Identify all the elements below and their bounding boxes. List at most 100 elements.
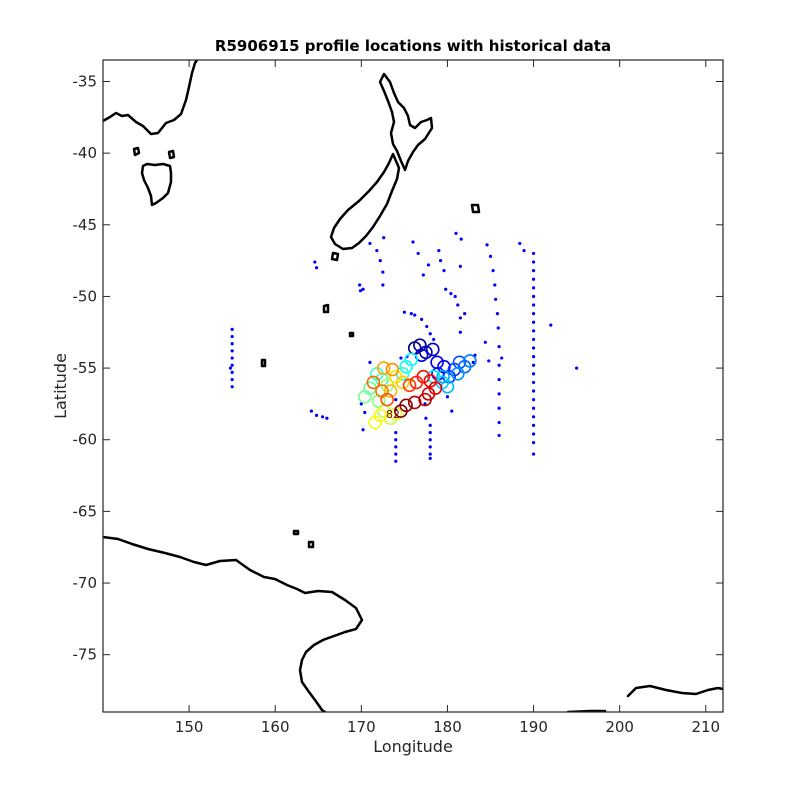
x-tick-label: 200 <box>605 718 634 736</box>
balleny-island <box>292 529 300 536</box>
historical-point <box>531 329 536 333</box>
historical-point <box>450 409 454 413</box>
historical-point <box>531 260 536 264</box>
historical-point <box>531 406 536 410</box>
coastlines <box>103 60 723 712</box>
historical-point <box>399 356 403 360</box>
small-island <box>132 146 141 157</box>
historical-point <box>420 317 424 321</box>
historical-point <box>394 452 398 456</box>
profile-point <box>416 369 431 384</box>
historical-point <box>531 398 536 402</box>
small-island <box>167 149 176 160</box>
profile-points <box>357 338 477 430</box>
historical-point <box>230 356 234 360</box>
historical-point <box>309 409 313 413</box>
historical-point <box>442 269 446 273</box>
new-zealand-south-island <box>329 152 401 251</box>
historical-point <box>368 241 372 246</box>
historical-point <box>575 366 579 370</box>
historical-point <box>458 316 462 320</box>
historical-point <box>531 286 536 290</box>
historical-point <box>320 415 325 419</box>
historical-point <box>497 433 501 438</box>
historical-point <box>459 237 463 241</box>
balleny-island <box>307 540 315 549</box>
historical-point <box>454 231 458 235</box>
historical-point <box>449 291 453 296</box>
x-tick-label: 150 <box>175 718 204 736</box>
historical-point <box>549 323 553 327</box>
historical-point <box>445 395 450 399</box>
historical-point <box>437 248 441 253</box>
chatham-island <box>470 203 481 214</box>
historical-point <box>325 416 329 420</box>
stewart-island <box>330 251 340 262</box>
historical-point <box>313 260 317 264</box>
historical-point <box>230 334 234 339</box>
historical-point <box>314 266 319 270</box>
historical-point <box>228 366 233 370</box>
profile-point <box>394 404 408 418</box>
historical-point <box>425 324 429 329</box>
historical-points <box>228 231 579 463</box>
australia-coastline <box>103 60 199 136</box>
historical-point <box>531 372 536 376</box>
historical-point <box>424 416 428 420</box>
historical-point <box>518 241 522 246</box>
profile-point <box>373 408 388 423</box>
x-axis-label: Longitude <box>373 737 453 756</box>
profile-point <box>430 355 444 370</box>
historical-point <box>428 452 432 456</box>
historical-point <box>230 327 234 331</box>
historical-point <box>428 438 432 442</box>
profile-point <box>402 378 417 393</box>
historical-point <box>531 294 536 299</box>
historical-point <box>394 438 398 442</box>
campbell-island <box>348 331 355 338</box>
historical-point <box>230 385 234 389</box>
profile-point <box>380 392 394 407</box>
historical-point <box>426 263 431 267</box>
y-tick-label: -65 <box>73 502 98 520</box>
historical-point <box>531 441 536 445</box>
profile-point <box>385 362 400 377</box>
profile-point <box>376 361 391 375</box>
historical-point <box>375 248 379 253</box>
historical-point <box>428 456 432 460</box>
historical-point <box>381 283 385 287</box>
historical-point <box>531 251 536 256</box>
historical-point <box>394 398 398 402</box>
historical-point <box>381 270 385 274</box>
new-zealand-north-island <box>378 72 434 172</box>
profile-point <box>426 342 440 357</box>
historical-point <box>361 287 365 291</box>
y-axis-label: Latitude <box>51 353 70 419</box>
historical-point <box>522 248 526 253</box>
historical-point <box>531 423 536 428</box>
historical-point <box>394 459 398 463</box>
historical-point <box>421 273 425 277</box>
historical-point <box>428 430 432 435</box>
ross-ice-shelf-coastline <box>626 684 723 698</box>
y-axis: -35 -40 -45 -50 -55 -60 -65 -70 -75 <box>73 72 723 664</box>
historical-point <box>496 326 500 330</box>
historical-point <box>488 254 493 258</box>
y-tick-label: -50 <box>73 287 98 305</box>
historical-point <box>497 420 501 425</box>
historical-point <box>453 294 457 299</box>
historical-point <box>444 287 448 291</box>
historical-point <box>531 312 536 316</box>
historical-point <box>361 428 365 432</box>
profile-point <box>383 384 398 398</box>
historical-point <box>358 283 362 287</box>
historical-point <box>531 269 536 273</box>
historical-point <box>368 360 372 364</box>
historical-point <box>531 432 536 436</box>
historical-point <box>423 402 427 406</box>
historical-point <box>493 283 497 287</box>
profile-point <box>366 375 381 390</box>
historical-point <box>494 297 498 301</box>
historical-point <box>500 356 504 360</box>
historical-point <box>382 236 386 240</box>
